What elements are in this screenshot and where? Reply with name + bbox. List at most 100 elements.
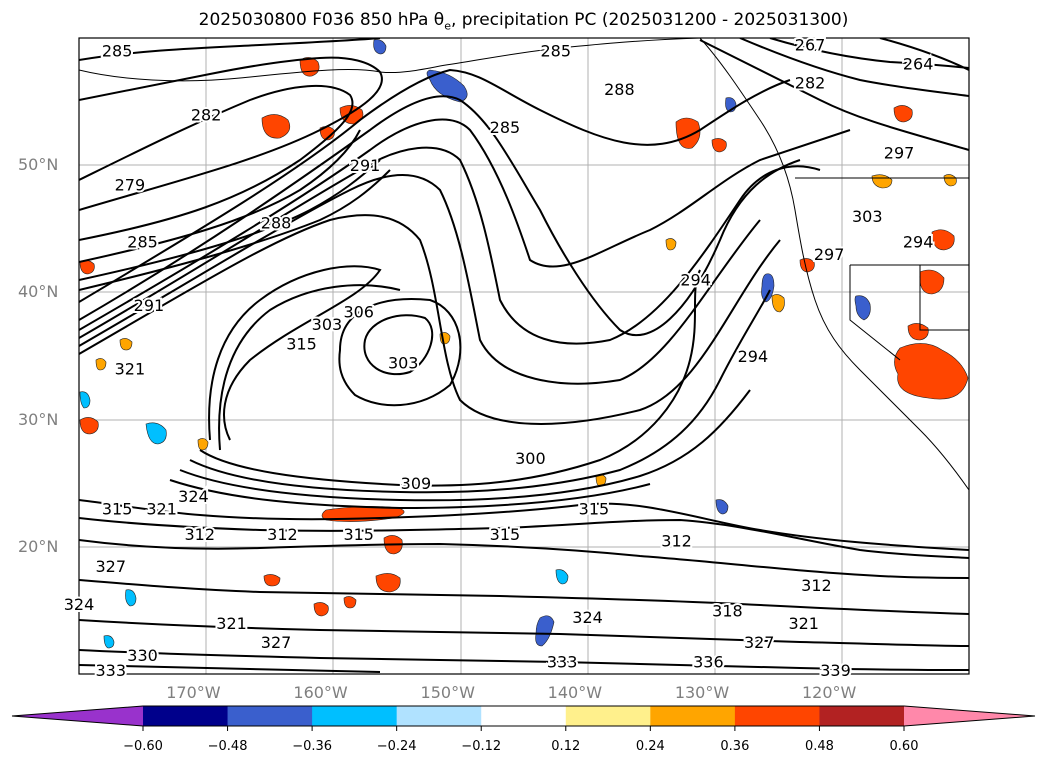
precip-patch	[261, 114, 291, 139]
contour-label: 321	[216, 614, 247, 633]
contour-line	[79, 95, 801, 337]
contour-line	[208, 265, 382, 441]
colorbar-outline	[11, 705, 1036, 727]
contour-label: 285	[541, 42, 572, 61]
contour-line	[79, 579, 969, 615]
precip-patch	[103, 635, 115, 649]
contour-line	[79, 649, 969, 671]
contour-line	[79, 118, 851, 331]
colorbar-cell	[143, 706, 229, 726]
contour-line	[79, 214, 781, 425]
precip-patch	[555, 569, 569, 585]
contour-label: 315	[579, 500, 610, 519]
contour-label: 309	[401, 474, 432, 493]
contour-label: 333	[96, 661, 127, 680]
lat-label: 50°N	[18, 155, 59, 175]
contour-label: 333	[547, 652, 578, 671]
contour-label: 294	[738, 347, 769, 366]
precip-patch	[907, 323, 929, 341]
contour-label: 312	[661, 531, 692, 550]
contour-line	[79, 664, 381, 673]
contour-label: 285	[127, 233, 158, 252]
contour-line	[79, 174, 761, 385]
theta-e-contours	[79, 38, 969, 673]
contour-label: 306	[343, 302, 374, 321]
contour-label: 282	[191, 105, 222, 124]
map-background	[79, 38, 969, 674]
map-title: 2025030800 F036 850 hPa θe, precipitatio…	[198, 10, 849, 33]
contour-label: 294	[680, 271, 711, 290]
precip-patch	[426, 69, 468, 103]
lon-label: 140°W	[547, 683, 603, 702]
contour-line	[218, 284, 401, 451]
contour-label: 300	[515, 449, 546, 468]
precip-patch	[894, 343, 969, 400]
lat-label: 40°N	[18, 282, 59, 302]
contour-line	[79, 619, 969, 647]
precip-patch	[715, 499, 729, 515]
contour-label: 315	[343, 525, 374, 544]
precip-patch	[79, 391, 91, 409]
precip-patch	[313, 602, 329, 617]
contour-line	[363, 314, 434, 376]
contour-line	[79, 68, 791, 303]
contour-line	[879, 38, 969, 71]
map-frame	[78, 37, 970, 675]
precip-patch	[79, 417, 99, 435]
colorbar-tick-label: 0.60	[889, 739, 919, 754]
precip-patch	[263, 574, 281, 587]
contour-label: 288	[604, 80, 635, 99]
precip-patch	[95, 358, 107, 371]
precip-patch	[771, 294, 785, 313]
precip-patch	[197, 438, 209, 451]
contour-label: 321	[146, 500, 177, 519]
precip-patch	[119, 338, 133, 351]
colorbar-cell	[650, 706, 736, 726]
contour-line	[179, 389, 751, 502]
colorbar-extend-high	[904, 706, 1035, 726]
contour-line	[79, 38, 381, 61]
contour-label: 330	[127, 646, 158, 665]
contour-line	[79, 517, 969, 559]
precip-patch	[893, 105, 913, 123]
contour-label: 315	[490, 525, 521, 544]
precip-patch	[931, 229, 955, 251]
contour-line	[79, 159, 381, 281]
colorbar-cell	[819, 706, 905, 726]
precip-patch	[675, 117, 701, 149]
contour-label: 321	[115, 360, 146, 379]
contour-line	[79, 539, 969, 579]
contour-line	[769, 38, 969, 69]
contour-label: 327	[744, 633, 775, 652]
colorbar-cell	[227, 706, 313, 726]
precip-patches	[79, 39, 969, 649]
contour-label: 315	[286, 334, 317, 353]
contour-label: 297	[814, 245, 845, 264]
contour-line	[699, 39, 969, 151]
colorbar-cell	[565, 706, 651, 726]
contour-label: 294	[903, 233, 934, 252]
contour-label: 312	[267, 525, 298, 544]
contour-label: 297	[884, 143, 915, 162]
contour-line	[79, 169, 391, 291]
colorbar-tick-label: −0.60	[123, 739, 163, 754]
colorbar-tick-label: 0.12	[551, 739, 581, 754]
precip-patch	[373, 39, 387, 55]
colorbar-tick-label: −0.24	[376, 739, 417, 754]
contour-label: 279	[115, 175, 146, 194]
border-states	[849, 264, 969, 361]
colorbar-tick-label: 0.24	[635, 739, 665, 754]
contour-label-group: 2852822792852882913213153033062913032852…	[62, 33, 936, 682]
contour-label: 336	[693, 652, 724, 671]
contour-label: 285	[490, 118, 521, 137]
contour-label: 282	[795, 74, 826, 93]
colorbar-tick-label: −0.12	[461, 739, 502, 754]
contour-line	[199, 269, 701, 487]
lon-label: 150°W	[420, 683, 475, 702]
contour-label: 267	[795, 35, 826, 54]
lon-label: 160°W	[293, 683, 348, 702]
contour-label: 321	[788, 614, 819, 633]
precip-patch	[145, 422, 167, 445]
colorbar-cell	[312, 706, 398, 726]
